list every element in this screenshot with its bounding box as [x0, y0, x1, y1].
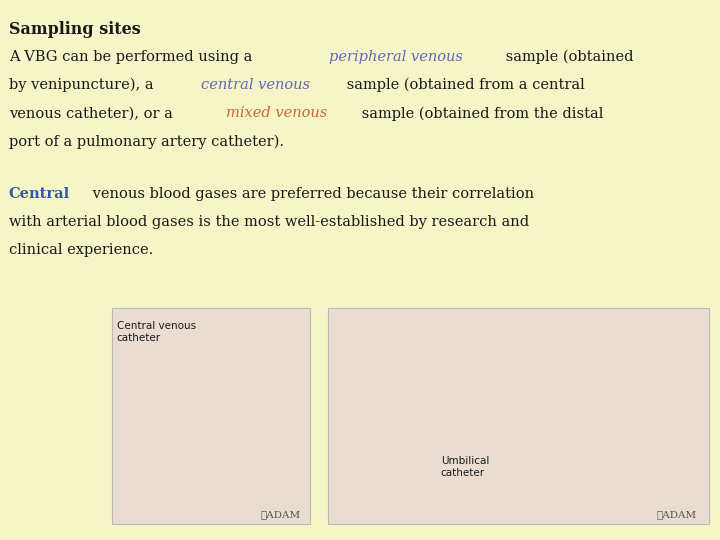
Text: central venous: central venous [201, 78, 310, 92]
Text: with arterial blood gases is the most well-established by research and: with arterial blood gases is the most we… [9, 215, 528, 229]
Text: Umbilical
catheter: Umbilical catheter [441, 456, 489, 478]
Text: A VBG can be performed using a: A VBG can be performed using a [9, 50, 256, 64]
Text: by venipuncture), a: by venipuncture), a [9, 78, 158, 92]
Text: Sampling sites: Sampling sites [9, 21, 140, 37]
Text: sample (obtained from the distal: sample (obtained from the distal [356, 106, 603, 120]
FancyBboxPatch shape [328, 308, 709, 524]
FancyBboxPatch shape [112, 308, 310, 524]
Text: mixed venous: mixed venous [226, 106, 328, 120]
Text: peripheral venous: peripheral venous [328, 50, 462, 64]
Text: sample (obtained: sample (obtained [501, 50, 634, 64]
Text: venous blood gases are preferred because their correlation: venous blood gases are preferred because… [88, 187, 534, 201]
Text: Central venous
catheter: Central venous catheter [117, 321, 196, 343]
Text: venous catheter), or a: venous catheter), or a [9, 106, 177, 120]
Text: ❖ADAM: ❖ADAM [657, 510, 697, 519]
Text: sample (obtained from a central: sample (obtained from a central [342, 78, 585, 92]
Text: ❖ADAM: ❖ADAM [261, 510, 301, 519]
Text: port of a pulmonary artery catheter).: port of a pulmonary artery catheter). [9, 134, 284, 149]
Text: Central: Central [9, 187, 70, 201]
Text: clinical experience.: clinical experience. [9, 243, 153, 257]
